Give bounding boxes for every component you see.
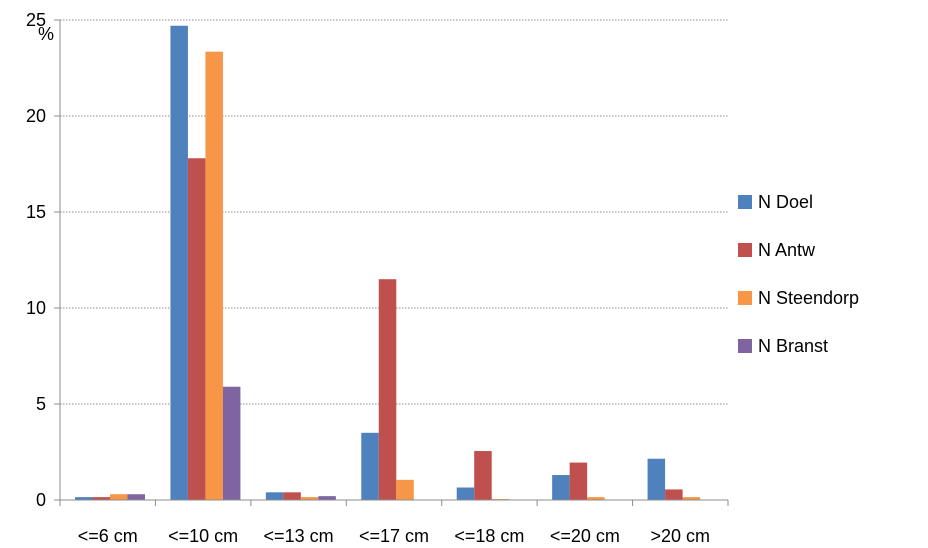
legend-swatch [738, 291, 752, 305]
bar [127, 494, 145, 500]
bar [187, 158, 206, 501]
y-tick-label: 15 [26, 202, 46, 222]
legend: N Doel N Antw N Steendorp N Branst [738, 190, 859, 382]
bar [682, 497, 701, 500]
y-tick-label: 25 [26, 10, 46, 30]
bar [456, 487, 475, 500]
bar [205, 51, 223, 501]
x-tick-label: <=13 cm [264, 526, 334, 546]
bar [300, 497, 319, 500]
bar [75, 497, 93, 500]
bar [665, 489, 683, 500]
bar [552, 475, 570, 500]
legend-swatch [738, 243, 752, 257]
x-tick-label: <=6 cm [78, 526, 138, 546]
legend-item: N Branst [738, 334, 859, 358]
legend-label: N Antw [758, 239, 816, 260]
axes [54, 19, 729, 506]
legend-item: N Doel [738, 190, 859, 214]
bar [283, 492, 301, 500]
legend-item: N Antw [738, 238, 859, 262]
bar [474, 451, 492, 500]
x-tick-label: <=18 cm [454, 526, 524, 546]
legend-item: N Steendorp [738, 286, 859, 310]
tick-labels: 0 5 10 15 20 25 <=6 cm <=10 cm <=13 cm <=17 cm <=1… [26, 10, 710, 546]
legend-label: N Branst [758, 335, 829, 356]
y-tick-label: 20 [26, 106, 46, 126]
legend-swatch [738, 339, 752, 353]
legend-label: N Steendorp [758, 287, 860, 308]
bar [110, 494, 128, 500]
y-axis-unit-label: % [38, 24, 54, 44]
bar [170, 25, 188, 500]
bar [587, 497, 605, 500]
x-tick-label: <=20 cm [550, 526, 620, 546]
bar [396, 479, 414, 500]
x-tick-label: <=17 cm [359, 526, 429, 546]
y-tick-label: 10 [26, 298, 46, 318]
bar [265, 492, 284, 500]
bar [361, 432, 379, 500]
bar [92, 497, 110, 500]
bar [569, 462, 588, 500]
legend-label: N Doel [758, 191, 814, 212]
x-tick-label: <=10 cm [168, 526, 238, 546]
y-tick-label: 0 [36, 490, 46, 510]
y-tick-label: 5 [36, 394, 46, 414]
bar [222, 386, 241, 500]
x-tick-label: >20 cm [651, 526, 711, 546]
bar-groups [75, 25, 701, 501]
bar [318, 496, 336, 500]
legend-swatch [738, 195, 752, 209]
bar [647, 458, 666, 500]
bar [378, 279, 397, 500]
